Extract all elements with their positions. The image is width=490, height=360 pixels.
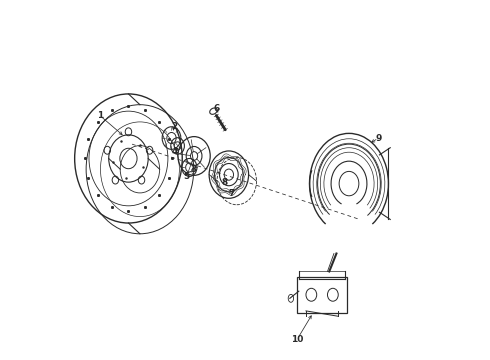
Text: 6: 6 [213, 104, 220, 113]
Text: 4: 4 [172, 147, 178, 156]
Text: 9: 9 [375, 134, 382, 143]
Text: 5: 5 [183, 172, 189, 181]
Text: 7: 7 [228, 189, 235, 198]
Text: 1: 1 [97, 111, 103, 120]
Text: 10: 10 [291, 335, 303, 344]
Text: 8: 8 [221, 178, 228, 187]
Text: 3: 3 [190, 166, 196, 175]
Text: 2: 2 [171, 122, 177, 131]
